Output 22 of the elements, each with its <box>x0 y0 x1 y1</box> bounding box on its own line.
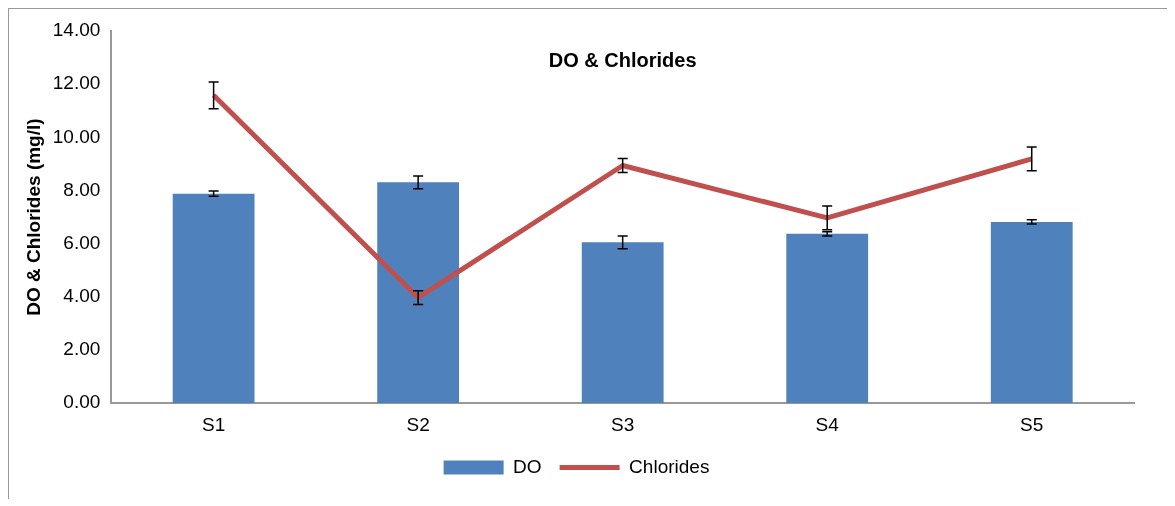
y-tick-label: 12.00 <box>52 72 101 94</box>
y-tick-label: 0.00 <box>63 391 101 413</box>
bar <box>786 233 869 404</box>
y-tick-label: 8.00 <box>63 178 101 200</box>
bar <box>990 221 1073 404</box>
bar <box>377 182 460 404</box>
x-tick-label: S5 <box>1020 413 1044 435</box>
x-tick-label: S2 <box>406 413 430 435</box>
y-axis-title: DO & Chlorides (mg/l) <box>22 118 44 316</box>
text: DO & Chlorides <box>548 48 697 71</box>
y-tick-label: 10.00 <box>52 125 101 147</box>
y-tick-label: 6.00 <box>63 231 101 253</box>
x-tick-label: S4 <box>815 413 840 435</box>
x-tick-label: S1 <box>201 413 226 435</box>
legend-label: Chlorides <box>629 455 710 477</box>
y-tick-label: 4.00 <box>63 285 101 307</box>
bar <box>581 242 664 404</box>
y-tick-label: 14.00 <box>52 19 101 41</box>
x-tick-label: S3 <box>611 413 635 435</box>
legend-label: DO <box>513 455 542 477</box>
y-tick-label: 2.00 <box>63 338 101 360</box>
bar <box>172 193 255 404</box>
